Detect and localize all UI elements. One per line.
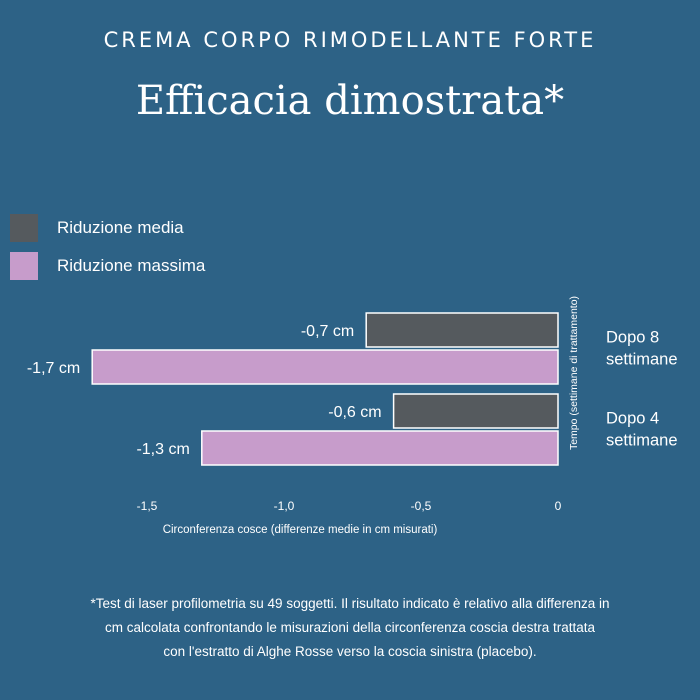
footnote-line: con l'estratto di Alghe Rosse verso la c… bbox=[163, 644, 537, 659]
legend-label-max: Riduzione massima bbox=[57, 256, 206, 275]
footnote-line: cm calcolata confrontando le misurazioni… bbox=[105, 620, 595, 635]
data-label: -1,3 cm bbox=[136, 441, 189, 458]
x-tick-label: 0 bbox=[555, 499, 562, 513]
legend-swatch-mean bbox=[10, 214, 38, 242]
category-label: settimane bbox=[606, 432, 678, 450]
category-label: settimane bbox=[606, 351, 678, 369]
data-label: -1,7 cm bbox=[27, 360, 80, 377]
x-tick-label: -1,0 bbox=[274, 499, 295, 513]
legend-item-mean: Riduzione media bbox=[10, 212, 205, 244]
x-tick-label: -1,5 bbox=[137, 499, 158, 513]
bar-mean-8w bbox=[365, 312, 559, 348]
bar-max-4w bbox=[201, 430, 559, 466]
y-axis-title: Tempo (settimane di trattamento) bbox=[568, 296, 580, 450]
chart-legend: Riduzione media Riduzione massima bbox=[10, 212, 205, 288]
x-axis-title: Circonferenza cosce (differenze medie in… bbox=[163, 524, 438, 536]
data-label: -0,7 cm bbox=[301, 323, 354, 340]
category-label: Dopo 4 bbox=[606, 410, 659, 428]
legend-swatch-max bbox=[10, 252, 38, 280]
page-title: Efficacia dimostrata* bbox=[135, 78, 565, 124]
bar-mean-4w bbox=[392, 393, 559, 429]
footnote: *Test di laser profilometria su 49 sogge… bbox=[40, 592, 660, 664]
legend-item-max: Riduzione massima bbox=[10, 250, 205, 282]
footnote-line: *Test di laser profilometria su 49 sogge… bbox=[90, 596, 610, 611]
bar-max-8w bbox=[91, 349, 559, 385]
legend-label-mean: Riduzione media bbox=[57, 218, 184, 237]
category-label: Dopo 8 bbox=[606, 329, 659, 347]
product-name: CREMA CORPO RIMODELLANTE FORTE bbox=[103, 28, 597, 52]
x-tick-label: -0,5 bbox=[411, 499, 432, 513]
data-label: -0,6 cm bbox=[328, 404, 381, 421]
